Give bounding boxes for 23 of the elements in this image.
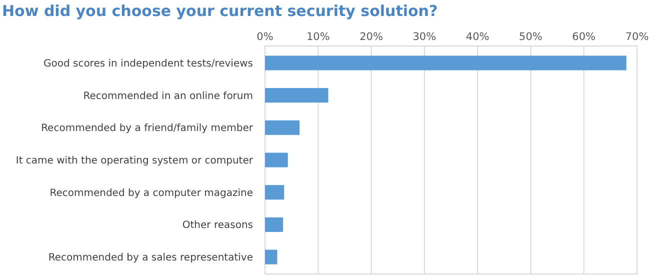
bar	[265, 217, 284, 232]
x-tick-label: 40%	[466, 31, 490, 43]
bar	[265, 56, 626, 70]
bar	[265, 152, 288, 168]
y-tick-label: Other reasons	[182, 220, 253, 232]
y-tick-label: Good scores in independent tests/reviews	[43, 58, 253, 70]
bar	[265, 88, 328, 103]
y-tick-label: Recommended by a computer magazine	[50, 188, 253, 199]
x-tick-label: 10%	[306, 31, 330, 43]
x-tick-label: 20%	[360, 31, 383, 43]
y-tick-label: It came with the operating system or computer	[16, 156, 254, 166]
bar	[265, 185, 284, 200]
chart-title: How did you choose your current security solution?	[2, 2, 438, 20]
x-tick-label: 70%	[625, 31, 649, 43]
y-tick-label: Recommended in an online forum	[83, 90, 253, 102]
bar	[265, 250, 278, 264]
x-tick-label: 50%	[519, 31, 542, 43]
x-tick-label: 30%	[412, 31, 436, 43]
x-tick-label: 0%	[256, 31, 274, 43]
y-tick-label: Recommended by a sales representative	[48, 252, 253, 264]
bar	[265, 120, 300, 135]
y-tick-label: Recommended by a friend/family member	[41, 123, 254, 134]
x-tick-label: 60%	[572, 31, 596, 43]
